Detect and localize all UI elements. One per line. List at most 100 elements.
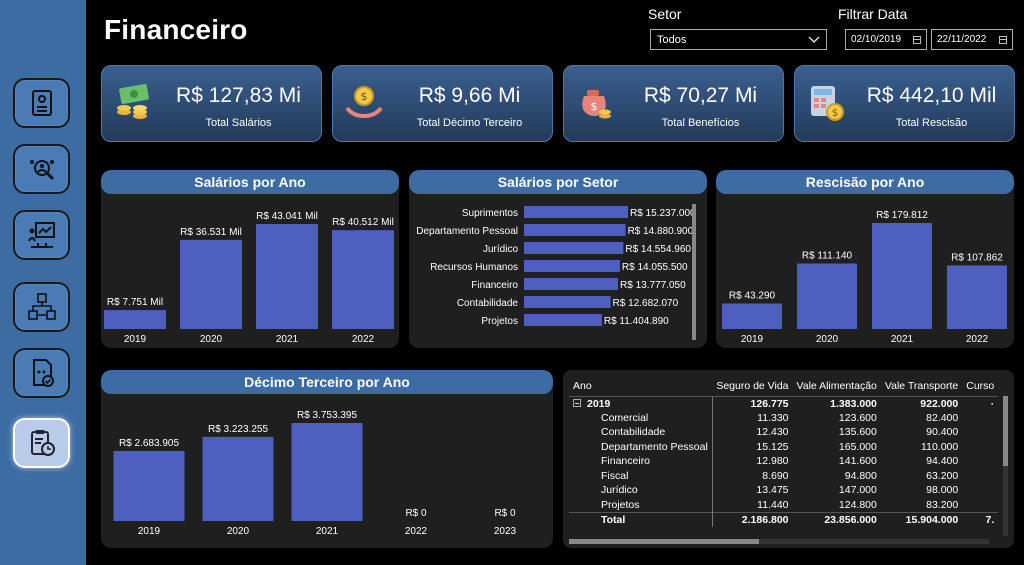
bar[interactable]: [256, 224, 318, 329]
y-tick-label: Contabilidade: [457, 298, 519, 309]
row-label: Total: [569, 511, 713, 527]
table-row[interactable]: Comercial 11.330 123.600 82.400: [569, 410, 998, 425]
bar[interactable]: [291, 423, 363, 521]
table-row-year[interactable]: 2019 126.775 1.383.000 922.000 ·: [569, 396, 998, 411]
table-row[interactable]: Jurídico 13.475 147.000 98.000: [569, 483, 998, 498]
column-header-curso[interactable]: Curso: [962, 376, 999, 397]
table-cell: 8.690: [711, 468, 793, 483]
table-cell: 124.800: [838, 498, 877, 511]
panel-title: Rescisão por Ano: [716, 170, 1014, 194]
money-bag-icon: $: [582, 90, 611, 119]
table-cell: 82.400: [926, 411, 959, 424]
table-cell: 12.980: [711, 454, 793, 469]
row-label-text: Jurídico: [601, 484, 638, 497]
data-label: R$ 12.682.070: [613, 298, 679, 309]
data-label: R$ 13.777.050: [620, 280, 686, 291]
nav-button-search-people[interactable]: [13, 144, 70, 194]
column-header-vale-transporte[interactable]: Vale Transporte: [880, 376, 963, 397]
y-tick-label: Departamento Pessoal: [416, 226, 518, 237]
data-label: R$ 11.404.890: [604, 316, 669, 327]
bar[interactable]: [524, 206, 628, 218]
calendar-icon[interactable]: [913, 35, 921, 44]
collapse-icon[interactable]: [573, 398, 581, 407]
table-cell: 13.475: [711, 483, 793, 498]
kpi-card-total-beneficios: $ R$ 70,27 Mi Total Benefícios: [563, 65, 784, 142]
table-cell: 2.186.800: [711, 511, 793, 527]
y-tick-label: Suprimentos: [462, 208, 518, 219]
kpi-label: Total Décimo Terceiro: [416, 117, 523, 129]
data-label: R$ 14.880.900: [628, 226, 694, 237]
x-tick-label: 2020: [227, 526, 250, 537]
bar[interactable]: [104, 310, 166, 329]
table-cell: 165.000: [838, 440, 877, 453]
salarios-setor-scrollbar[interactable]: [692, 204, 696, 340]
table-cell: 1.383.000: [830, 397, 877, 410]
table-row[interactable]: Fiscal 8.690 94.800 63.200: [569, 468, 998, 484]
kpi-value: R$ 70,27 Mi: [643, 84, 758, 107]
table-horizontal-scrollbar[interactable]: [569, 539, 989, 544]
calendar-icon[interactable]: [999, 35, 1007, 44]
scrollbar-thumb[interactable]: [692, 204, 696, 340]
column-header-seguro-vida[interactable]: Seguro de Vida: [712, 376, 793, 397]
date-start-input[interactable]: 02/10/2019: [845, 29, 927, 50]
table-cell: 94.800: [844, 469, 877, 482]
nav-button-id-card[interactable]: [13, 78, 70, 128]
date-end-value: 22/11/2022: [937, 34, 987, 45]
bar[interactable]: [524, 242, 624, 254]
panel-title: Salários por Ano: [101, 170, 399, 194]
y-tick-label: Recursos Humanos: [430, 262, 518, 273]
table-cell: 11.330: [711, 410, 793, 425]
table-cell: ·: [990, 397, 995, 410]
svg-text:$: $: [591, 100, 598, 113]
bar[interactable]: [524, 278, 619, 290]
data-label: R$ 107.862: [951, 252, 1003, 263]
bar[interactable]: [722, 303, 782, 329]
scrollbar-thumb[interactable]: [1003, 396, 1008, 466]
table-cell: 141.600: [838, 455, 877, 468]
row-label: Fiscal: [569, 469, 712, 484]
table-cell: 98.000: [926, 484, 959, 497]
column-header-vale-alimentacao[interactable]: Vale Alimentação: [792, 376, 881, 397]
bar[interactable]: [524, 260, 620, 272]
table-row[interactable]: Financeiro 12.980 141.600 94.400: [569, 454, 998, 469]
x-tick-label: 2019: [124, 334, 147, 345]
table-cell: 23.856.000: [792, 511, 881, 527]
kpi-label: Total Rescisão: [895, 117, 968, 129]
bar[interactable]: [524, 314, 602, 326]
bar[interactable]: [524, 296, 611, 308]
nav-button-clipboard-clock[interactable]: [13, 418, 70, 468]
table-row[interactable]: Projetos 11.440 124.800 83.200: [569, 497, 998, 513]
table-cell: 90.400: [926, 426, 959, 439]
data-label: R$ 36.531 Mil: [180, 227, 242, 238]
date-end-input[interactable]: 22/11/2022: [931, 29, 1013, 50]
bar[interactable]: [797, 263, 857, 329]
bar[interactable]: [332, 230, 394, 329]
bar[interactable]: [202, 436, 274, 521]
table-cell: 123.600: [838, 411, 877, 424]
nav-button-org-chart[interactable]: [13, 282, 70, 332]
bar[interactable]: [872, 223, 932, 329]
table-cell: [962, 469, 998, 484]
setor-select[interactable]: Todos: [650, 29, 827, 50]
table-row-total[interactable]: Total 2.186.800 23.856.000 15.904.000 7.: [569, 511, 999, 527]
bar[interactable]: [180, 239, 242, 329]
bar[interactable]: [947, 265, 1007, 329]
row-label: Jurídico: [569, 483, 712, 498]
hand-coin-icon: $: [345, 86, 383, 119]
scrollbar-thumb[interactable]: [569, 539, 759, 544]
id-card-icon: [31, 90, 52, 116]
table-row[interactable]: Departamento Pessoal 15.125 165.000 110.000: [569, 439, 998, 454]
y-tick-label: Jurídico: [483, 244, 518, 255]
row-label: Projetos: [569, 498, 712, 513]
nav-button-presentation[interactable]: [13, 210, 70, 260]
column-header-ano[interactable]: Ano: [569, 376, 713, 397]
bar[interactable]: [524, 224, 626, 236]
table-row[interactable]: Contabilidade 12.430 135.600 90.400: [569, 425, 998, 440]
rescisao-por-ano-chart: R$ 43.290 2019 R$ 111.140 2020 R$ 179.812 202…: [722, 210, 1007, 345]
table-vertical-scrollbar[interactable]: [1003, 396, 1008, 536]
nav-button-document-check[interactable]: [13, 348, 70, 398]
kpi-value: R$ 127,83 Mi: [176, 84, 301, 107]
decimo-terceiro-por-ano-chart: R$ 2.683.905 2019 R$ 3.223.255 2020 R$ 3.753…: [113, 410, 517, 537]
bar[interactable]: [113, 450, 185, 521]
sidebar: [0, 0, 86, 565]
